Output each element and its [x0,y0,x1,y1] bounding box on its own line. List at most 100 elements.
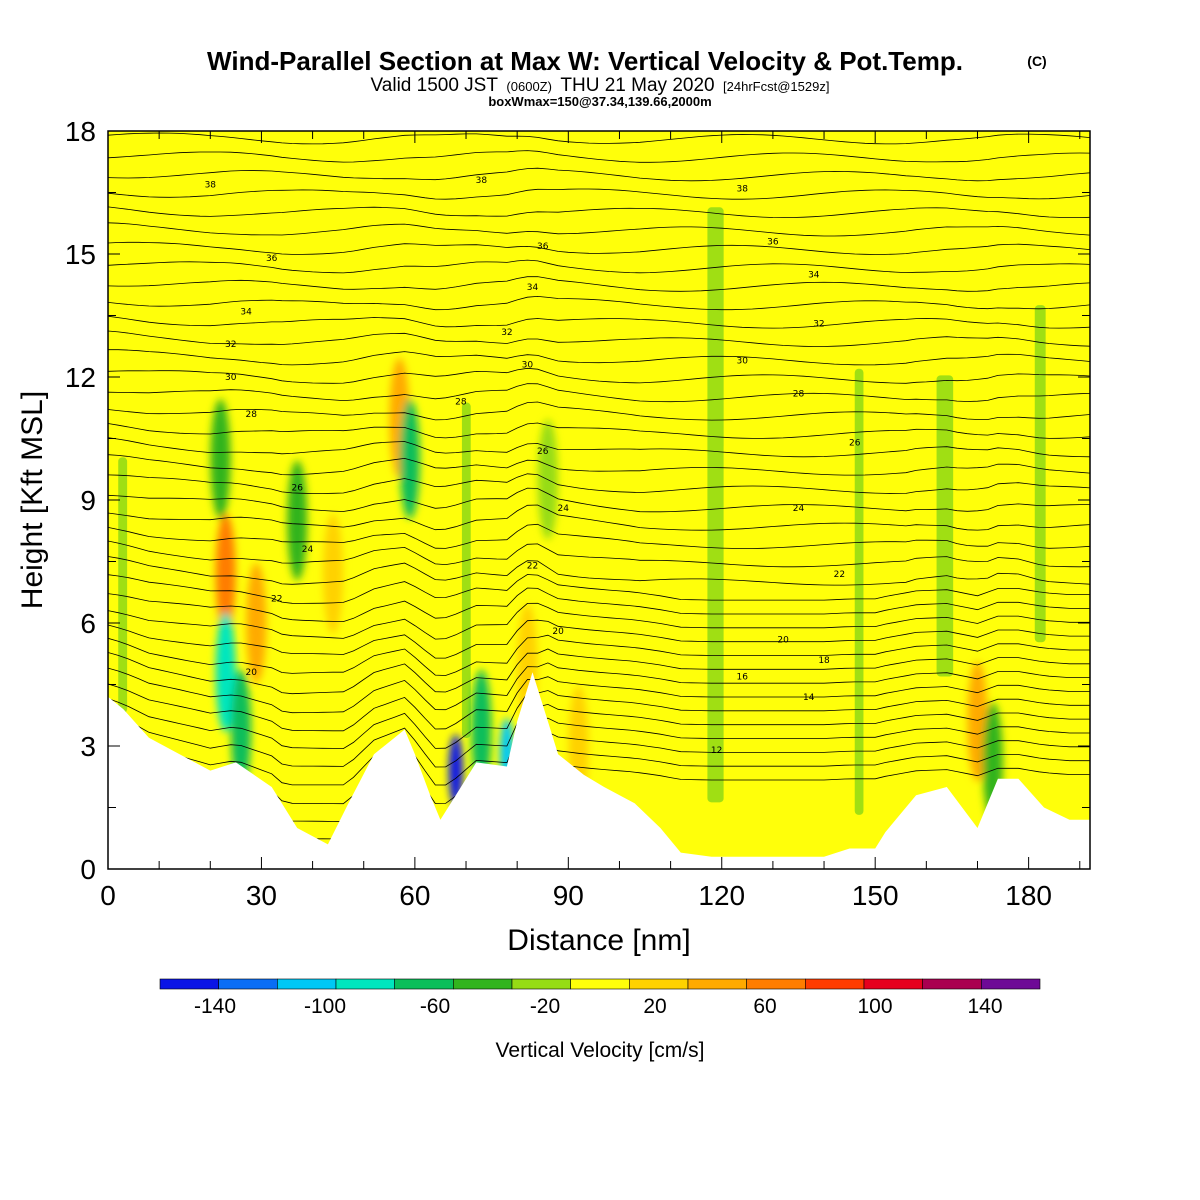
w-cell [215,612,236,733]
contour-label: 36 [537,242,549,252]
w-stripe [609,368,618,762]
w-stripe [134,471,151,725]
contour-label: 22 [527,562,538,572]
chart-title: Wind-Parallel Section at Max W: Vertical… [207,46,963,76]
contour-label: 30 [225,373,237,383]
colorbar-swatch [394,978,454,990]
w-stripe [625,227,635,688]
x-tick-label: 120 [698,880,745,911]
background-field [108,131,1090,869]
contour-label: 14 [803,693,815,703]
contour-label: 38 [205,180,217,190]
theta-contour [108,188,1090,200]
w-stripe [805,301,822,824]
x-axis-label: Distance [nm] [507,924,690,957]
w-stripe [1034,305,1046,643]
contour-label: 28 [793,389,805,399]
contour-label: 32 [225,340,236,350]
x-axis: 0 30 60 90 120 150 180 [100,131,1081,911]
contour-label: 26 [537,447,549,457]
theta-contour [108,587,1090,623]
contour-label: 18 [818,656,830,666]
w-stripe [658,283,670,755]
contour-label: 16 [736,672,748,682]
w-stripe [183,413,198,726]
colorbar-tick-label: -140 [194,995,236,1018]
theta-contour [108,473,1090,494]
box-wmax-info: boxWmax=150@37.34,139.66,2000m [488,94,711,109]
colorbar-tick-label: 20 [643,995,666,1018]
colorbar-swatch [981,978,1041,990]
contour-label: 38 [736,184,748,194]
theta-contour [108,259,1090,274]
colorbar-swatch [863,978,923,990]
theta-contour [108,602,1090,640]
w-cell [471,669,492,790]
w-cell [399,399,420,519]
theta-contour [108,504,1090,531]
colorbar-swatch [746,978,806,990]
theta-contour [108,276,1090,292]
theta-contour [108,206,1090,219]
contour-label: 20 [552,627,564,637]
colorbar-swatch [922,978,982,990]
contour-label: 26 [292,484,304,494]
w-stripe [200,320,209,714]
w-stripe [887,468,899,701]
plot-area: 38 38 38 36 36 36 34 34 34 32 32 32 30 30 30 28 28 28 26 26… [108,131,1090,869]
theta-contour [108,634,1090,676]
theta-contour [108,295,1090,311]
w-cell [215,513,236,634]
colorbar-tick-label: -100 [304,995,346,1018]
theta-contour [108,574,1090,604]
theta-contour-labels: 38 38 38 36 36 36 34 34 34 32 32 32 30 30 30 28 28 28 26 26… [205,176,861,756]
theta-contour [108,222,1090,237]
w-stripe [167,211,181,770]
theta-contour [108,717,1090,786]
w-stripe [461,402,471,738]
y-tick-label: 15 [65,239,96,270]
theta-contour [108,676,1090,732]
w-stripe [903,346,911,731]
contour-label: 12 [711,746,722,756]
theta-contour [108,487,1090,513]
contour-label: 36 [767,238,779,248]
w-stripe [412,261,430,689]
w-stripe [1018,337,1029,705]
w-stripe [396,466,404,736]
w-stripe [789,437,796,658]
colorbar-swatch [453,978,513,990]
theta-contour [108,662,1090,714]
w-stripe [838,480,848,727]
y-tick-label: 12 [65,362,96,393]
colorbar-tick-label: 140 [967,995,1002,1018]
x-tick-label: 60 [399,880,430,911]
w-cell [323,513,344,634]
contour-label: 26 [849,439,861,449]
colorbar-swatch [805,978,865,990]
theta-contour [108,703,1090,768]
colorbar-swatch [629,978,689,990]
w-cell [210,399,231,519]
w-stripe [429,317,441,739]
theta-contour [108,349,1090,366]
w-stripe [380,259,388,673]
contour-label: 30 [522,361,534,371]
contour-label: 28 [455,398,467,408]
w-cell [287,460,308,581]
y-tick-label: 18 [65,116,96,147]
valid-time: Valid 1500 JST (0600Z) THU 21 May 2020 [… [371,75,830,96]
colorbar-swatch [687,978,747,990]
theta-contours [108,132,1090,843]
w-stripe [494,217,511,773]
theta-contour [108,454,1090,476]
contour-label: 36 [266,254,278,264]
y-tick-label: 3 [80,731,96,762]
w-stripe [347,326,357,647]
contour-label: 34 [808,271,820,281]
w-stripe [871,449,880,666]
w-stripe [707,207,724,803]
colorbar-swatch [277,978,337,990]
